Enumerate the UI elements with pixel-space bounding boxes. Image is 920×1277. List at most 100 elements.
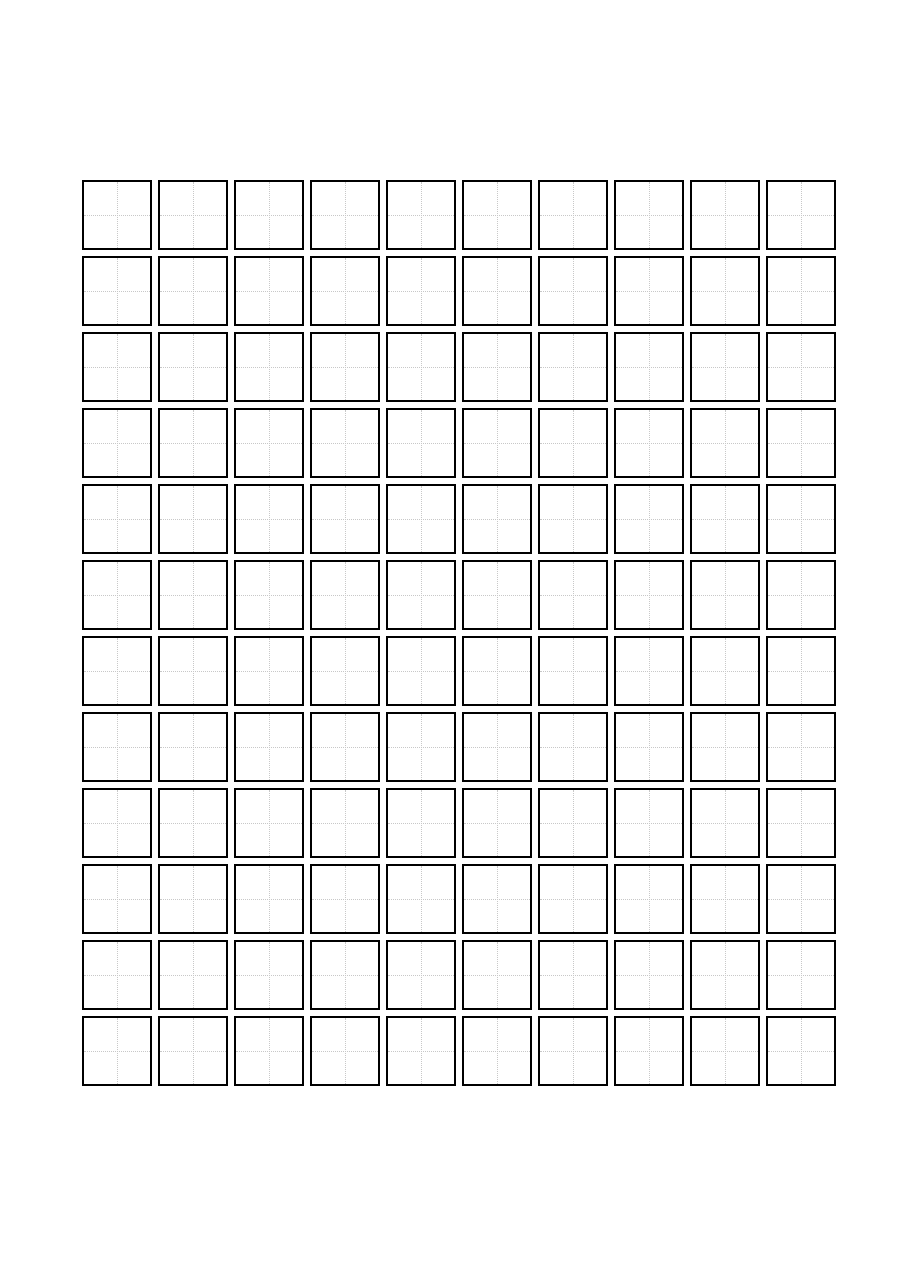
practice-cell <box>538 636 608 706</box>
practice-cell <box>234 180 304 250</box>
practice-cell <box>82 788 152 858</box>
practice-cell <box>538 788 608 858</box>
practice-cell <box>462 636 532 706</box>
practice-cell <box>538 332 608 402</box>
practice-cell <box>690 1016 760 1086</box>
practice-cell <box>614 332 684 402</box>
practice-cell <box>310 636 380 706</box>
practice-cell <box>82 560 152 630</box>
practice-cell <box>614 408 684 478</box>
page <box>0 0 920 1277</box>
practice-cell <box>538 940 608 1010</box>
practice-cell <box>766 332 836 402</box>
practice-cell <box>310 408 380 478</box>
practice-cell <box>766 484 836 554</box>
practice-cell <box>82 332 152 402</box>
practice-cell <box>158 180 228 250</box>
practice-cell <box>386 940 456 1010</box>
practice-cell <box>462 256 532 326</box>
practice-cell <box>538 408 608 478</box>
practice-cell <box>158 332 228 402</box>
practice-cell <box>310 788 380 858</box>
practice-cell <box>690 560 760 630</box>
practice-cell <box>690 864 760 934</box>
practice-cell <box>234 256 304 326</box>
practice-cell <box>690 256 760 326</box>
practice-cell <box>614 940 684 1010</box>
practice-cell <box>462 560 532 630</box>
practice-cell <box>82 940 152 1010</box>
practice-cell <box>158 484 228 554</box>
practice-cell <box>766 940 836 1010</box>
practice-cell <box>614 636 684 706</box>
practice-cell <box>310 712 380 782</box>
practice-cell <box>690 788 760 858</box>
practice-cell <box>766 256 836 326</box>
practice-cell <box>234 560 304 630</box>
practice-cell <box>82 1016 152 1086</box>
practice-cell <box>386 712 456 782</box>
practice-cell <box>766 408 836 478</box>
practice-cell <box>766 864 836 934</box>
practice-cell <box>690 712 760 782</box>
practice-cell <box>234 408 304 478</box>
practice-cell <box>462 788 532 858</box>
practice-cell <box>690 484 760 554</box>
practice-cell <box>234 636 304 706</box>
practice-cell <box>614 788 684 858</box>
practice-cell <box>614 180 684 250</box>
practice-cell <box>310 256 380 326</box>
practice-cell <box>386 864 456 934</box>
practice-cell <box>234 940 304 1010</box>
practice-cell <box>82 712 152 782</box>
practice-cell <box>310 332 380 402</box>
practice-cell <box>462 864 532 934</box>
practice-cell <box>614 484 684 554</box>
practice-cell <box>386 408 456 478</box>
practice-cell <box>158 256 228 326</box>
practice-cell <box>538 1016 608 1086</box>
practice-cell <box>234 788 304 858</box>
practice-cell <box>766 636 836 706</box>
practice-cell <box>310 560 380 630</box>
practice-cell <box>462 484 532 554</box>
practice-cell <box>82 636 152 706</box>
practice-cell <box>310 864 380 934</box>
practice-cell <box>310 180 380 250</box>
practice-cell <box>538 712 608 782</box>
practice-cell <box>766 788 836 858</box>
practice-cell <box>82 180 152 250</box>
practice-cell <box>158 788 228 858</box>
practice-cell <box>158 560 228 630</box>
practice-cell <box>614 864 684 934</box>
practice-cell <box>386 180 456 250</box>
practice-cell <box>310 1016 380 1086</box>
practice-cell <box>386 484 456 554</box>
practice-cell <box>386 332 456 402</box>
practice-cell <box>690 636 760 706</box>
practice-cell <box>158 636 228 706</box>
practice-cell <box>766 180 836 250</box>
practice-cell <box>158 1016 228 1086</box>
practice-cell <box>462 408 532 478</box>
practice-cell <box>234 484 304 554</box>
practice-cell <box>82 256 152 326</box>
practice-cell <box>82 408 152 478</box>
practice-cell <box>82 864 152 934</box>
practice-cell <box>386 788 456 858</box>
practice-cell <box>690 180 760 250</box>
practice-cell <box>386 1016 456 1086</box>
practice-cell <box>614 712 684 782</box>
practice-cell <box>690 940 760 1010</box>
practice-cell <box>614 256 684 326</box>
practice-cell <box>386 636 456 706</box>
practice-cell <box>386 256 456 326</box>
practice-cell <box>538 864 608 934</box>
practice-cell <box>462 332 532 402</box>
practice-grid <box>82 180 836 1086</box>
practice-cell <box>462 1016 532 1086</box>
practice-cell <box>234 332 304 402</box>
practice-cell <box>234 864 304 934</box>
practice-cell <box>310 940 380 1010</box>
practice-cell <box>766 560 836 630</box>
